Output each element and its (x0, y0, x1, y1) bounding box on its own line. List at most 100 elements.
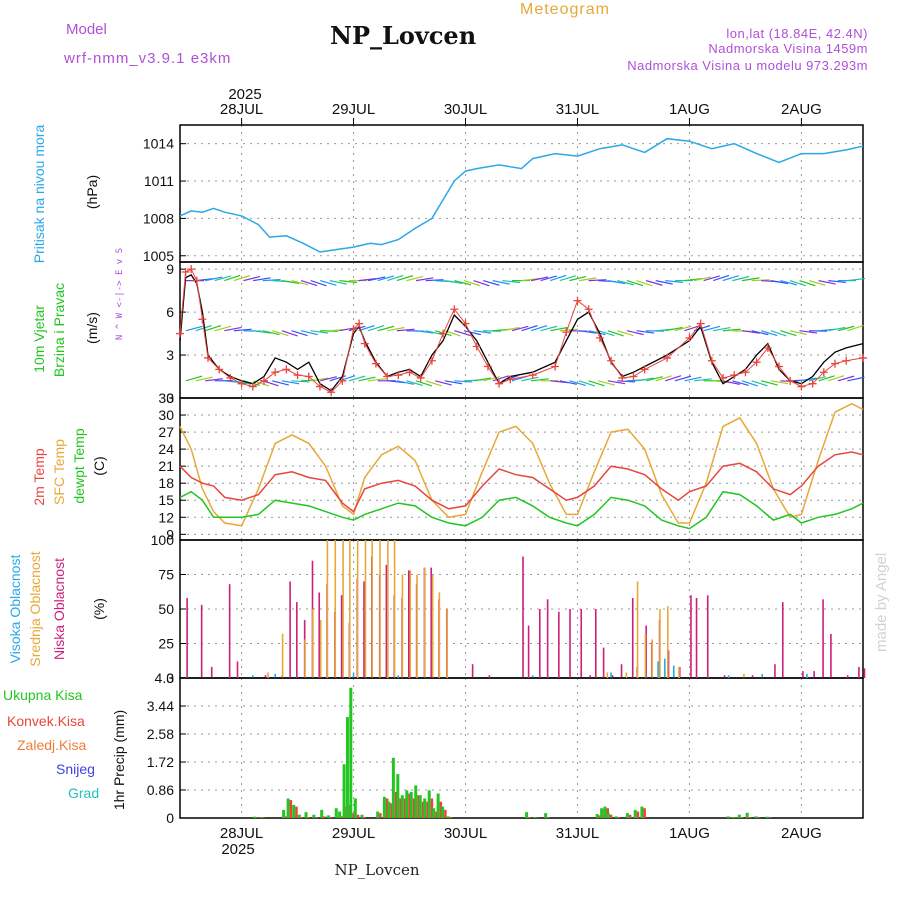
wind-arrow (837, 325, 855, 332)
wind-arrow (406, 275, 424, 282)
precip-conv-bar (628, 814, 632, 818)
wind-arrow (473, 330, 492, 334)
wind-arrow (396, 380, 415, 385)
ytick-label: 1.72 (147, 754, 174, 770)
temp-ylabel-2: SFC Temp (51, 439, 67, 505)
precip-total-bar (732, 817, 736, 818)
precip-conv-bar (609, 814, 613, 818)
wind-arrow (780, 280, 797, 286)
wind-arrow (310, 330, 329, 334)
wind-arrow (741, 380, 758, 387)
precip-total-bar (600, 808, 604, 818)
wind-arrow (818, 375, 835, 382)
precip-total-bar (432, 808, 436, 818)
wind-arrow (320, 330, 339, 332)
wind-arrow (847, 277, 866, 282)
top-day-label: 28JUL (220, 101, 263, 118)
precip-total-bar (441, 806, 445, 818)
wind-arrow (205, 378, 223, 382)
wind-arrow (185, 325, 203, 332)
precip-conv-bar (740, 817, 744, 818)
wind-arrow (214, 275, 232, 282)
wind-arrow (665, 280, 684, 284)
precip-conv-bar (417, 795, 420, 818)
wind-arrow (253, 330, 271, 334)
wind-arrow (636, 377, 655, 382)
precip-total-bar (737, 814, 741, 818)
precip-legend-snow: Snijeg (56, 761, 95, 777)
precip-total-bar (409, 791, 413, 818)
wind-arrow (367, 325, 385, 332)
wind-arrow (253, 277, 271, 282)
ytick-label: 3.44 (147, 698, 174, 714)
wind-arrow (425, 279, 444, 282)
precip-total-bar (603, 806, 607, 818)
wind-arrow (588, 330, 606, 336)
wind-arrow (483, 330, 502, 332)
precip-frame (179, 677, 864, 819)
precip-total-bar (342, 764, 346, 818)
precip-conv-bar (421, 801, 425, 818)
model-name: wrf-nmm_v3.9.1 e3km (63, 50, 231, 67)
top-day-label: 2AUG (781, 101, 822, 118)
precip-conv-bar (399, 798, 402, 818)
wind-ylabel-1: 10m Vjetar (31, 305, 47, 373)
precip-total-bar (400, 795, 404, 818)
precip-total-bar (253, 816, 257, 818)
elevation-label: Nadmorska Visina 1459m (708, 41, 868, 56)
precip-conv-bar (444, 809, 447, 818)
wind-arrow (204, 325, 222, 332)
product-title: Meteogram (520, 1, 610, 18)
wind-arrow (511, 325, 529, 332)
precip-total-bar (532, 817, 536, 818)
precip-total-bar (282, 809, 286, 818)
wind-arrow (770, 330, 787, 337)
precip-conv-bar (430, 798, 434, 818)
wind-arrow (578, 380, 596, 387)
temp-ylabel-1: 2m Temp (31, 448, 47, 506)
wind-arrow (789, 330, 807, 336)
wind-arrow (588, 380, 605, 387)
wind-arrow (713, 326, 731, 332)
bottom-day-label: 30JUL (444, 825, 487, 842)
footer-station-label: NP_Lovcen (334, 861, 419, 879)
wind-arrow (195, 376, 213, 382)
wind-arrow (665, 375, 682, 382)
cloud-unit: (%) (91, 598, 107, 620)
wind-arrow (473, 377, 492, 382)
wind-arrow (272, 380, 289, 386)
precip-conv-bar (643, 808, 646, 818)
precip-conv-bar (352, 813, 355, 818)
wind-arrow (387, 274, 404, 282)
ytick-label: 100 (151, 532, 175, 548)
precip-total-bar (436, 793, 440, 818)
bottom-day-label: 2AUG (781, 825, 822, 842)
wind-arrow (262, 279, 281, 282)
wind-arrow (655, 280, 673, 285)
top-year-label: 2025 (228, 86, 261, 103)
wind-arrow (233, 328, 252, 332)
wind-arrow (483, 376, 500, 382)
wind-arrow (368, 378, 386, 382)
precip-conv-bar (315, 817, 318, 818)
wind-arrow (339, 280, 358, 284)
wind-arrow (531, 378, 549, 382)
wind-arrow (559, 380, 577, 385)
precip-total-bar (326, 815, 330, 818)
wind-arrow (377, 275, 395, 282)
wind-arrow (607, 280, 626, 285)
wind-arrow (607, 330, 624, 337)
wind-arrow (521, 376, 539, 382)
watermark: made by Angel (873, 553, 890, 652)
ytick-label: 0 (166, 670, 174, 686)
station-title: NP_Lovcen (330, 21, 476, 50)
wind-arrow (684, 325, 701, 332)
wind-arrow (415, 277, 434, 282)
wind-arrow (741, 330, 760, 334)
wind-arrow (760, 330, 778, 337)
precip-conv-bar (439, 801, 443, 818)
precip-legend-graupel: Grad (68, 785, 99, 801)
wind-arrow (368, 276, 386, 282)
wind-arrow (578, 277, 597, 282)
precip-conv-bar (394, 791, 398, 818)
